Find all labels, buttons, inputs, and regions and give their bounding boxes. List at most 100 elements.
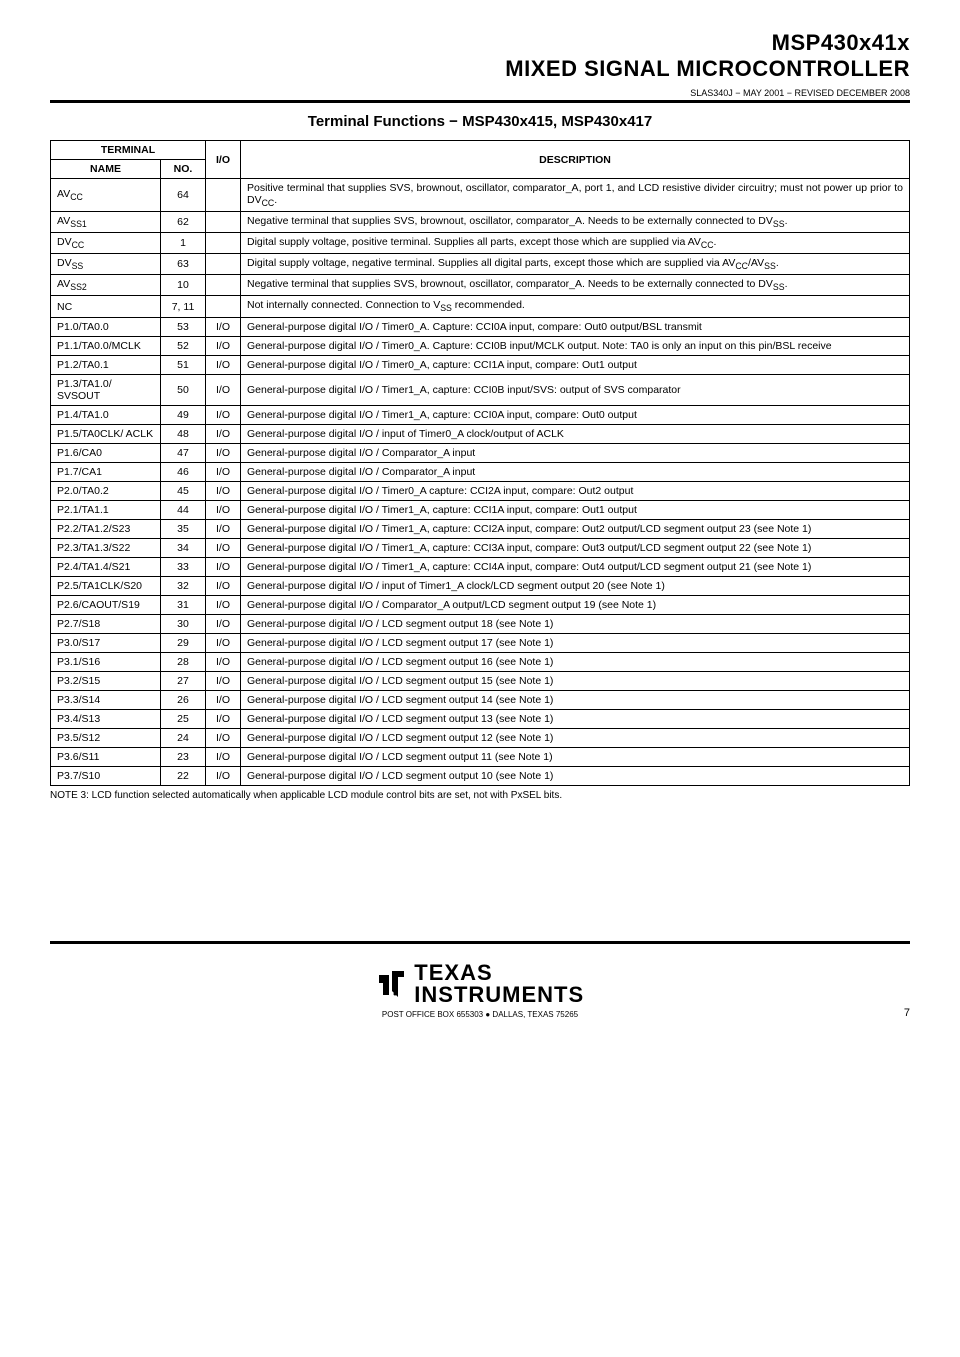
cell-description: General-purpose digital I/O / input of T…: [241, 424, 910, 443]
cell-no: 30: [161, 614, 206, 633]
cell-name: P3.5/S12: [51, 728, 161, 747]
cell-name: DVCC: [51, 233, 161, 254]
table-row: P3.0/S1729I/OGeneral-purpose digital I/O…: [51, 633, 910, 652]
page-footer: TEXAS INSTRUMENTS POST OFFICE BOX 655303…: [50, 941, 910, 1019]
table-row: P3.3/S1426I/OGeneral-purpose digital I/O…: [51, 690, 910, 709]
cell-name: P3.4/S13: [51, 709, 161, 728]
cell-description: General-purpose digital I/O / Timer0_A. …: [241, 336, 910, 355]
cell-io: [206, 254, 241, 275]
cell-description: Digital supply voltage, negative termina…: [241, 254, 910, 275]
cell-io: I/O: [206, 728, 241, 747]
cell-io: I/O: [206, 336, 241, 355]
header-rule: [50, 100, 910, 103]
cell-name: P1.4/TA1.0: [51, 405, 161, 424]
table-row: AVSS210Negative terminal that supplies S…: [51, 275, 910, 296]
cell-io: I/O: [206, 443, 241, 462]
cell-no: 49: [161, 405, 206, 424]
table-note: NOTE 3: LCD function selected automatica…: [50, 790, 910, 801]
document-header: MSP430x41x MIXED SIGNAL MICROCONTROLLER: [50, 30, 910, 82]
cell-name: DVSS: [51, 254, 161, 275]
cell-description: General-purpose digital I/O / LCD segmen…: [241, 690, 910, 709]
cell-io: I/O: [206, 500, 241, 519]
cell-description: Digital supply voltage, positive termina…: [241, 233, 910, 254]
table-row: P2.2/TA1.2/S2335I/OGeneral-purpose digit…: [51, 519, 910, 538]
cell-io: I/O: [206, 462, 241, 481]
table-row: DVCC1 Digital supply voltage, positive te…: [51, 233, 910, 254]
cell-name: P3.1/S16: [51, 652, 161, 671]
cell-description: General-purpose digital I/O / Comparator…: [241, 462, 910, 481]
cell-no: 26: [161, 690, 206, 709]
revision-line: SLAS340J − MAY 2001 − REVISED DECEMBER 2…: [50, 88, 910, 98]
cell-io: [206, 179, 241, 212]
cell-io: I/O: [206, 519, 241, 538]
cell-name: P3.6/S11: [51, 747, 161, 766]
cell-description: General-purpose digital I/O / LCD segmen…: [241, 766, 910, 785]
cell-no: 29: [161, 633, 206, 652]
table-row: P2.5/TA1CLK/S2032I/OGeneral-purpose digi…: [51, 576, 910, 595]
cell-no: 46: [161, 462, 206, 481]
cell-no: 51: [161, 355, 206, 374]
cell-no: 28: [161, 652, 206, 671]
cell-io: I/O: [206, 614, 241, 633]
cell-io: I/O: [206, 538, 241, 557]
cell-no: 45: [161, 481, 206, 500]
table-row: P1.4/TA1.049I/OGeneral-purpose digital I…: [51, 405, 910, 424]
table-row: P3.5/S1224I/OGeneral-purpose digital I/O…: [51, 728, 910, 747]
cell-no: 7, 11: [161, 296, 206, 317]
cell-description: General-purpose digital I/O / Timer1_A, …: [241, 500, 910, 519]
th-description: DESCRIPTION: [241, 141, 910, 179]
cell-description: General-purpose digital I/O / LCD segmen…: [241, 728, 910, 747]
cell-no: 48: [161, 424, 206, 443]
table-row: P1.2/TA0.151I/OGeneral-purpose digital I…: [51, 355, 910, 374]
cell-name: P2.2/TA1.2/S23: [51, 519, 161, 538]
cell-name: P3.3/S14: [51, 690, 161, 709]
cell-description: Positive terminal that supplies SVS, bro…: [241, 179, 910, 212]
cell-description: General-purpose digital I/O / LCD segmen…: [241, 614, 910, 633]
cell-description: General-purpose digital I/O / Timer1_A, …: [241, 374, 910, 405]
cell-no: 47: [161, 443, 206, 462]
cell-io: I/O: [206, 652, 241, 671]
th-terminal-group: TERMINAL: [51, 141, 206, 160]
ti-logo-block: TEXAS INSTRUMENTS: [50, 962, 910, 1006]
cell-no: 63: [161, 254, 206, 275]
cell-no: 44: [161, 500, 206, 519]
table-row: P3.4/S1325I/OGeneral-purpose digital I/O…: [51, 709, 910, 728]
table-row: P1.7/CA146I/OGeneral-purpose digital I/O…: [51, 462, 910, 481]
table-row: AVCC64Positive terminal that supplies SV…: [51, 179, 910, 212]
cell-no: 52: [161, 336, 206, 355]
cell-name: P2.4/TA1.4/S21: [51, 557, 161, 576]
footer-rule: [50, 941, 910, 944]
cell-description: General-purpose digital I/O / Timer1_A, …: [241, 519, 910, 538]
cell-name: AVSS1: [51, 212, 161, 233]
cell-no: 1: [161, 233, 206, 254]
table-row: P3.2/S1527I/OGeneral-purpose digital I/O…: [51, 671, 910, 690]
cell-description: Not internally connected. Connection to …: [241, 296, 910, 317]
cell-io: I/O: [206, 481, 241, 500]
cell-no: 23: [161, 747, 206, 766]
cell-description: General-purpose digital I/O / Timer0_A, …: [241, 355, 910, 374]
cell-description: General-purpose digital I/O / LCD segmen…: [241, 671, 910, 690]
cell-io: I/O: [206, 405, 241, 424]
cell-name: P2.6/CAOUT/S19: [51, 595, 161, 614]
cell-description: General-purpose digital I/O / Comparator…: [241, 595, 910, 614]
cell-description: General-purpose digital I/O / Timer0_A c…: [241, 481, 910, 500]
cell-name: P1.7/CA1: [51, 462, 161, 481]
cell-name: P1.5/TA0CLK/ ACLK: [51, 424, 161, 443]
table-row: P3.6/S1123I/OGeneral-purpose digital I/O…: [51, 747, 910, 766]
cell-name: P2.7/S18: [51, 614, 161, 633]
cell-description: Negative terminal that supplies SVS, bro…: [241, 275, 910, 296]
cell-no: 31: [161, 595, 206, 614]
cell-io: I/O: [206, 557, 241, 576]
cell-no: 10: [161, 275, 206, 296]
table-row: P2.7/S1830I/OGeneral-purpose digital I/O…: [51, 614, 910, 633]
cell-io: I/O: [206, 424, 241, 443]
cell-no: 35: [161, 519, 206, 538]
cell-name: P2.3/TA1.3/S22: [51, 538, 161, 557]
cell-description: General-purpose digital I/O / LCD segmen…: [241, 652, 910, 671]
cell-no: 32: [161, 576, 206, 595]
cell-no: 53: [161, 317, 206, 336]
cell-name: P2.0/TA0.2: [51, 481, 161, 500]
cell-io: [206, 296, 241, 317]
cell-io: [206, 233, 241, 254]
cell-description: General-purpose digital I/O / LCD segmen…: [241, 709, 910, 728]
